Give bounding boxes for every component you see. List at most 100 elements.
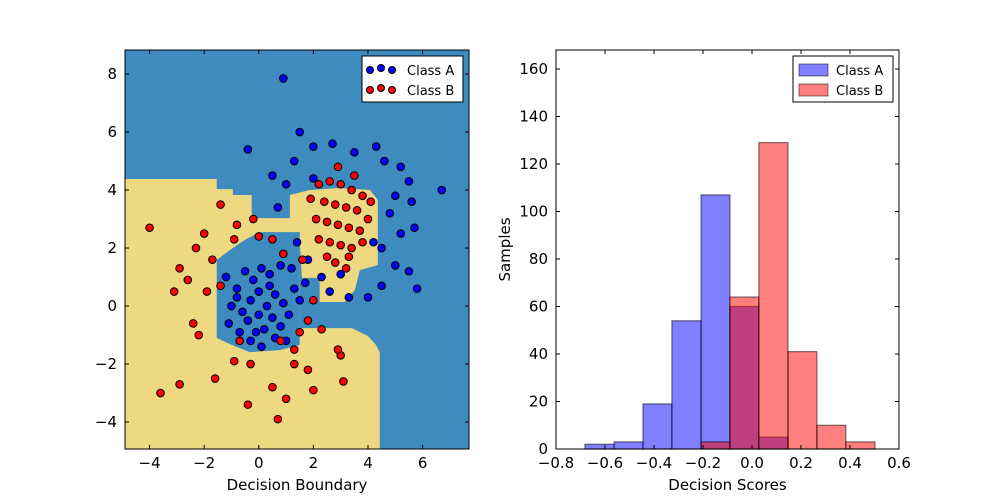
point-class-a	[243, 316, 253, 325]
point-class-b	[355, 226, 365, 235]
point-class-b	[336, 179, 345, 189]
point-class-b	[339, 377, 348, 386]
bar-class-b	[758, 142, 789, 450]
legend-marker-class-b	[377, 84, 385, 92]
legend-label: Class A	[836, 64, 883, 79]
point-class-b	[309, 385, 318, 395]
point-class-b	[191, 243, 201, 253]
point-class-a	[300, 278, 310, 288]
legend-swatch-class-a	[798, 63, 829, 77]
point-class-b	[320, 197, 329, 206]
point-class-a	[262, 301, 272, 311]
y-tick-label: 0	[538, 440, 548, 458]
point-class-b	[188, 319, 198, 328]
point-class-b	[347, 243, 356, 253]
x-tick-label: −2	[193, 454, 215, 472]
x-tick-label: −0.6	[587, 454, 623, 472]
point-class-b	[298, 255, 307, 264]
point-class-b	[276, 336, 285, 346]
axes-frame-1: −0.8 −0.6 −0.4 −0.2 0.0 0.2 0.4 0.6 0 20 40 60 80 100…	[496, 49, 911, 494]
point-class-b	[289, 345, 299, 354]
point-class-a	[309, 174, 318, 183]
legend-right: Class A Class B	[792, 55, 894, 103]
y-axis-label: Samples	[496, 217, 514, 281]
y-tick-label: 0	[107, 297, 117, 315]
point-class-b	[322, 252, 332, 262]
point-class-a	[377, 243, 386, 253]
x-tick-label: 0.0	[740, 454, 764, 472]
legend-label: Class B	[407, 84, 454, 99]
point-class-b	[325, 237, 335, 247]
x-tick-label: 2	[309, 454, 319, 472]
point-class-a	[284, 310, 294, 320]
point-class-a	[276, 261, 285, 270]
region-class-b	[289, 188, 378, 302]
x-tick-label: 0.4	[838, 454, 862, 472]
point-class-a	[396, 162, 406, 172]
legend-box	[361, 55, 464, 103]
point-class-a	[221, 272, 231, 282]
point-class-a	[390, 261, 400, 270]
bar-class-b	[700, 441, 731, 450]
point-class-a	[289, 156, 299, 166]
legend-swatch-class-b	[798, 83, 829, 97]
point-class-b	[309, 295, 318, 305]
point-class-b	[344, 223, 354, 233]
bar-class-b	[729, 296, 760, 450]
point-class-a	[437, 185, 446, 195]
point-class-b	[314, 179, 324, 189]
point-class-a	[404, 177, 414, 186]
y-tick-label: −4	[95, 413, 117, 431]
point-class-a	[385, 208, 395, 218]
point-class-a	[336, 269, 345, 279]
point-class-b	[363, 214, 373, 224]
y-tick-label: 4	[107, 181, 117, 199]
y-tick-label: −2	[95, 355, 117, 373]
point-class-b	[311, 214, 321, 224]
point-class-b	[336, 240, 345, 250]
legend-label: Class B	[836, 84, 883, 99]
legend-marker-class-a	[366, 66, 374, 74]
point-class-b	[303, 365, 313, 375]
point-class-a	[249, 275, 258, 285]
x-tick-label: −0.4	[636, 454, 672, 472]
x-tick-label: 0.2	[789, 454, 813, 472]
bar-class-a	[613, 441, 644, 450]
point-class-b	[279, 249, 288, 259]
x-tick-label: 4	[363, 454, 373, 472]
point-class-b	[358, 191, 367, 201]
point-class-b	[333, 162, 343, 172]
y-tick-label: 2	[107, 239, 117, 257]
bar-class-a	[700, 194, 731, 450]
point-class-a	[268, 171, 277, 180]
point-class-b	[246, 359, 255, 369]
point-class-a	[309, 142, 318, 151]
point-class-a	[279, 74, 288, 83]
y-tick-label: 140	[519, 108, 548, 126]
point-class-b	[254, 232, 264, 241]
point-class-a	[325, 287, 335, 296]
point-class-a	[265, 269, 274, 279]
point-class-b	[243, 400, 253, 409]
point-class-b	[216, 200, 225, 209]
point-class-a	[344, 293, 354, 302]
point-class-b	[216, 281, 225, 291]
point-class-a	[243, 145, 253, 154]
point-class-a	[371, 142, 381, 151]
point-class-a	[328, 139, 337, 148]
x-tick-label: −0.2	[685, 454, 721, 472]
point-class-a	[295, 295, 305, 305]
point-class-b	[175, 380, 184, 389]
point-class-a	[350, 148, 359, 157]
point-class-b	[366, 197, 376, 206]
point-class-b	[322, 217, 332, 227]
point-class-b	[330, 200, 340, 209]
point-class-a	[380, 156, 389, 166]
point-class-b	[358, 237, 367, 247]
plot-border	[124, 49, 470, 450]
point-class-a	[235, 327, 244, 337]
legend-marker-class-a	[388, 66, 396, 74]
point-class-a	[268, 313, 277, 322]
point-class-b	[341, 264, 351, 273]
x-tick-label: −0.8	[538, 454, 574, 472]
